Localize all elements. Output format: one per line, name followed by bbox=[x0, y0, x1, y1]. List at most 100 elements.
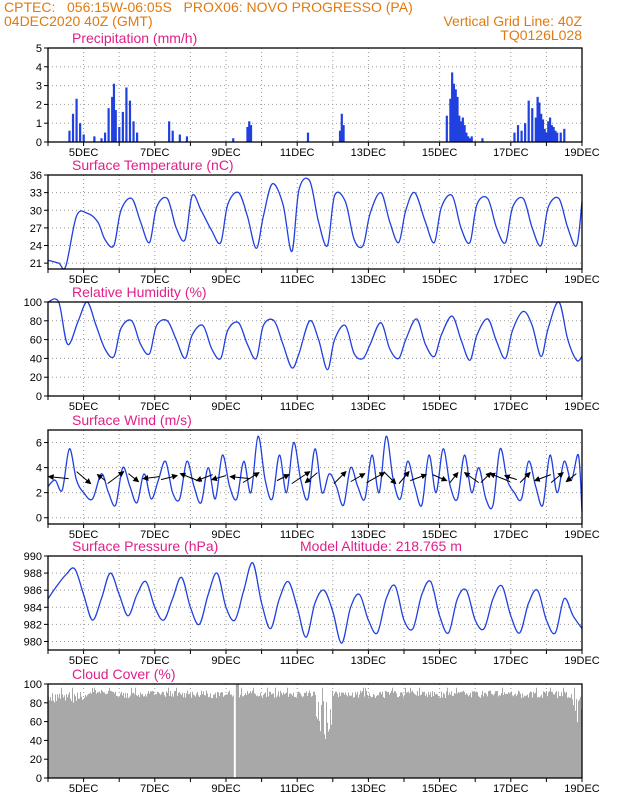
cloud-bar bbox=[489, 690, 490, 778]
cloud-bar bbox=[208, 697, 209, 778]
cloud-bar bbox=[394, 691, 395, 778]
cloud-bar bbox=[52, 693, 53, 778]
wind-arrow bbox=[432, 474, 448, 482]
cloud-bar bbox=[484, 692, 485, 778]
cloud-bar bbox=[382, 691, 383, 778]
cloud-bar bbox=[365, 687, 366, 778]
cloud-bar bbox=[222, 692, 223, 778]
cloud-bar bbox=[269, 691, 270, 778]
cloud-bar bbox=[561, 692, 562, 778]
cloud-bar bbox=[187, 690, 188, 778]
cloud-bar bbox=[550, 687, 551, 778]
panel-title: Precipitation (mm/h) bbox=[72, 30, 197, 46]
cloud-bar bbox=[146, 696, 147, 778]
x-tick-label: 9DEC bbox=[211, 655, 240, 667]
precip-bar bbox=[445, 115, 448, 142]
cloud-bar bbox=[182, 692, 183, 778]
cloud-bar bbox=[369, 693, 370, 778]
wind-arrow bbox=[398, 470, 410, 484]
x-tick-label: 7DEC bbox=[140, 147, 169, 159]
cloud-bar bbox=[477, 692, 478, 778]
cloud-bar bbox=[159, 693, 160, 778]
cloud-bar bbox=[492, 694, 493, 778]
precip-bar bbox=[449, 98, 452, 142]
x-tick-label: 17DEC bbox=[493, 655, 529, 667]
precip-bar bbox=[248, 121, 251, 142]
cloud-bar bbox=[304, 692, 305, 778]
precip-bar bbox=[520, 130, 523, 142]
cloud-bar bbox=[139, 697, 140, 778]
precip-bar bbox=[524, 123, 527, 142]
cloud-bar bbox=[505, 694, 506, 778]
cloud-bar bbox=[310, 693, 311, 778]
y-tick-label: 984 bbox=[24, 602, 42, 614]
cloud-bar bbox=[337, 693, 338, 778]
cloud-bar bbox=[81, 696, 82, 778]
cloud-bar bbox=[128, 698, 129, 778]
cloud-bar bbox=[134, 694, 135, 778]
cloud-bar bbox=[465, 694, 466, 778]
y-tick-label: 980 bbox=[24, 636, 42, 648]
cloud-bar bbox=[253, 687, 254, 778]
cloud-bar bbox=[547, 696, 548, 778]
cloud-bar bbox=[580, 696, 581, 778]
cloud-bar bbox=[154, 694, 155, 778]
precip-bar bbox=[536, 96, 539, 142]
cloud-bar bbox=[121, 691, 122, 778]
cloud-bar bbox=[189, 694, 190, 778]
precip-bar bbox=[68, 130, 71, 142]
cloud-bar bbox=[545, 693, 546, 778]
cloud-bar bbox=[103, 692, 104, 778]
cloud-bar bbox=[126, 697, 127, 778]
cloud-bar bbox=[82, 699, 83, 778]
cloud-bar bbox=[503, 695, 504, 778]
cloud-bar bbox=[300, 693, 301, 778]
cloud-bar bbox=[144, 696, 145, 778]
cloud-bar bbox=[415, 694, 416, 778]
panel-1 bbox=[44, 174, 583, 273]
precip-bar bbox=[342, 125, 345, 142]
y-tick-label: 2 bbox=[36, 488, 42, 500]
cloud-bar bbox=[58, 697, 59, 778]
cloud-bar bbox=[333, 695, 334, 778]
precip-bar bbox=[71, 113, 75, 142]
cloud-bar bbox=[105, 694, 106, 778]
precip-bar bbox=[178, 134, 181, 142]
cloud-bar bbox=[249, 692, 250, 778]
y-tick-label: 60 bbox=[30, 335, 42, 347]
cloud-bar bbox=[145, 694, 146, 778]
x-tick-label: 19DEC bbox=[564, 783, 600, 795]
cloud-bar bbox=[258, 696, 259, 778]
cloud-bar bbox=[55, 694, 56, 778]
cloud-bar bbox=[263, 694, 264, 778]
precip-bar bbox=[456, 96, 459, 142]
wind-arrow bbox=[128, 473, 140, 483]
cloud-bar bbox=[378, 695, 379, 778]
cloud-bar bbox=[232, 696, 233, 778]
cloud-bar bbox=[111, 691, 112, 778]
cloud-bar bbox=[294, 697, 295, 778]
cloud-bar bbox=[502, 687, 503, 778]
cloud-bar bbox=[175, 690, 176, 778]
cloud-bar bbox=[469, 694, 470, 778]
cloud-bar bbox=[509, 693, 510, 778]
cloud-bar bbox=[461, 691, 462, 778]
cloud-bar bbox=[327, 722, 328, 778]
precip-bar bbox=[118, 126, 121, 142]
series-line bbox=[47, 298, 583, 371]
x-tick-label: 19DEC bbox=[564, 529, 600, 541]
cloud-bar bbox=[295, 696, 296, 778]
y-tick-label: 990 bbox=[24, 551, 42, 563]
cloud-bar bbox=[459, 692, 460, 778]
cloud-bar bbox=[430, 692, 431, 778]
cloud-bar bbox=[546, 690, 547, 778]
cloud-bar bbox=[79, 698, 80, 778]
y-tick-label: 3 bbox=[36, 81, 42, 93]
cloud-bar bbox=[551, 691, 552, 778]
cloud-bar bbox=[217, 692, 218, 778]
cloud-bar bbox=[243, 696, 244, 778]
cloud-bar bbox=[74, 694, 75, 778]
cloud-bar bbox=[515, 693, 516, 778]
cloud-bar bbox=[297, 693, 298, 778]
cloud-bar bbox=[286, 692, 287, 778]
